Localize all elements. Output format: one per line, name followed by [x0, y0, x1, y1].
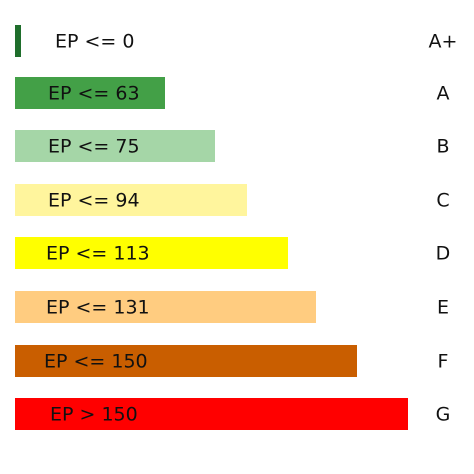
rating-grade: F: [438, 351, 449, 373]
rating-label: EP <= 113: [46, 243, 150, 265]
rating-bar: [15, 237, 288, 269]
rating-label: EP <= 150: [44, 351, 148, 373]
rating-bar: [15, 398, 408, 430]
rating-bar: [15, 25, 21, 57]
rating-bar: [15, 77, 165, 109]
rating-label: EP <= 0: [55, 31, 134, 53]
rating-grade: G: [436, 404, 451, 426]
rating-label: EP <= 131: [46, 297, 150, 319]
rating-grade: A: [437, 83, 450, 105]
rating-grade: B: [436, 136, 449, 158]
rating-grade: E: [437, 297, 449, 319]
rating-bar: [15, 184, 247, 216]
rating-bar: [15, 345, 357, 377]
rating-label: EP <= 94: [48, 190, 140, 212]
rating-grade: A+: [429, 31, 458, 53]
rating-label: EP <= 63: [48, 83, 140, 105]
rating-grade: D: [436, 243, 451, 265]
rating-bar: [15, 291, 316, 323]
rating-bar: [15, 130, 215, 162]
rating-label: EP > 150: [50, 404, 138, 426]
rating-grade: C: [436, 190, 449, 212]
rating-label: EP <= 75: [48, 136, 140, 158]
